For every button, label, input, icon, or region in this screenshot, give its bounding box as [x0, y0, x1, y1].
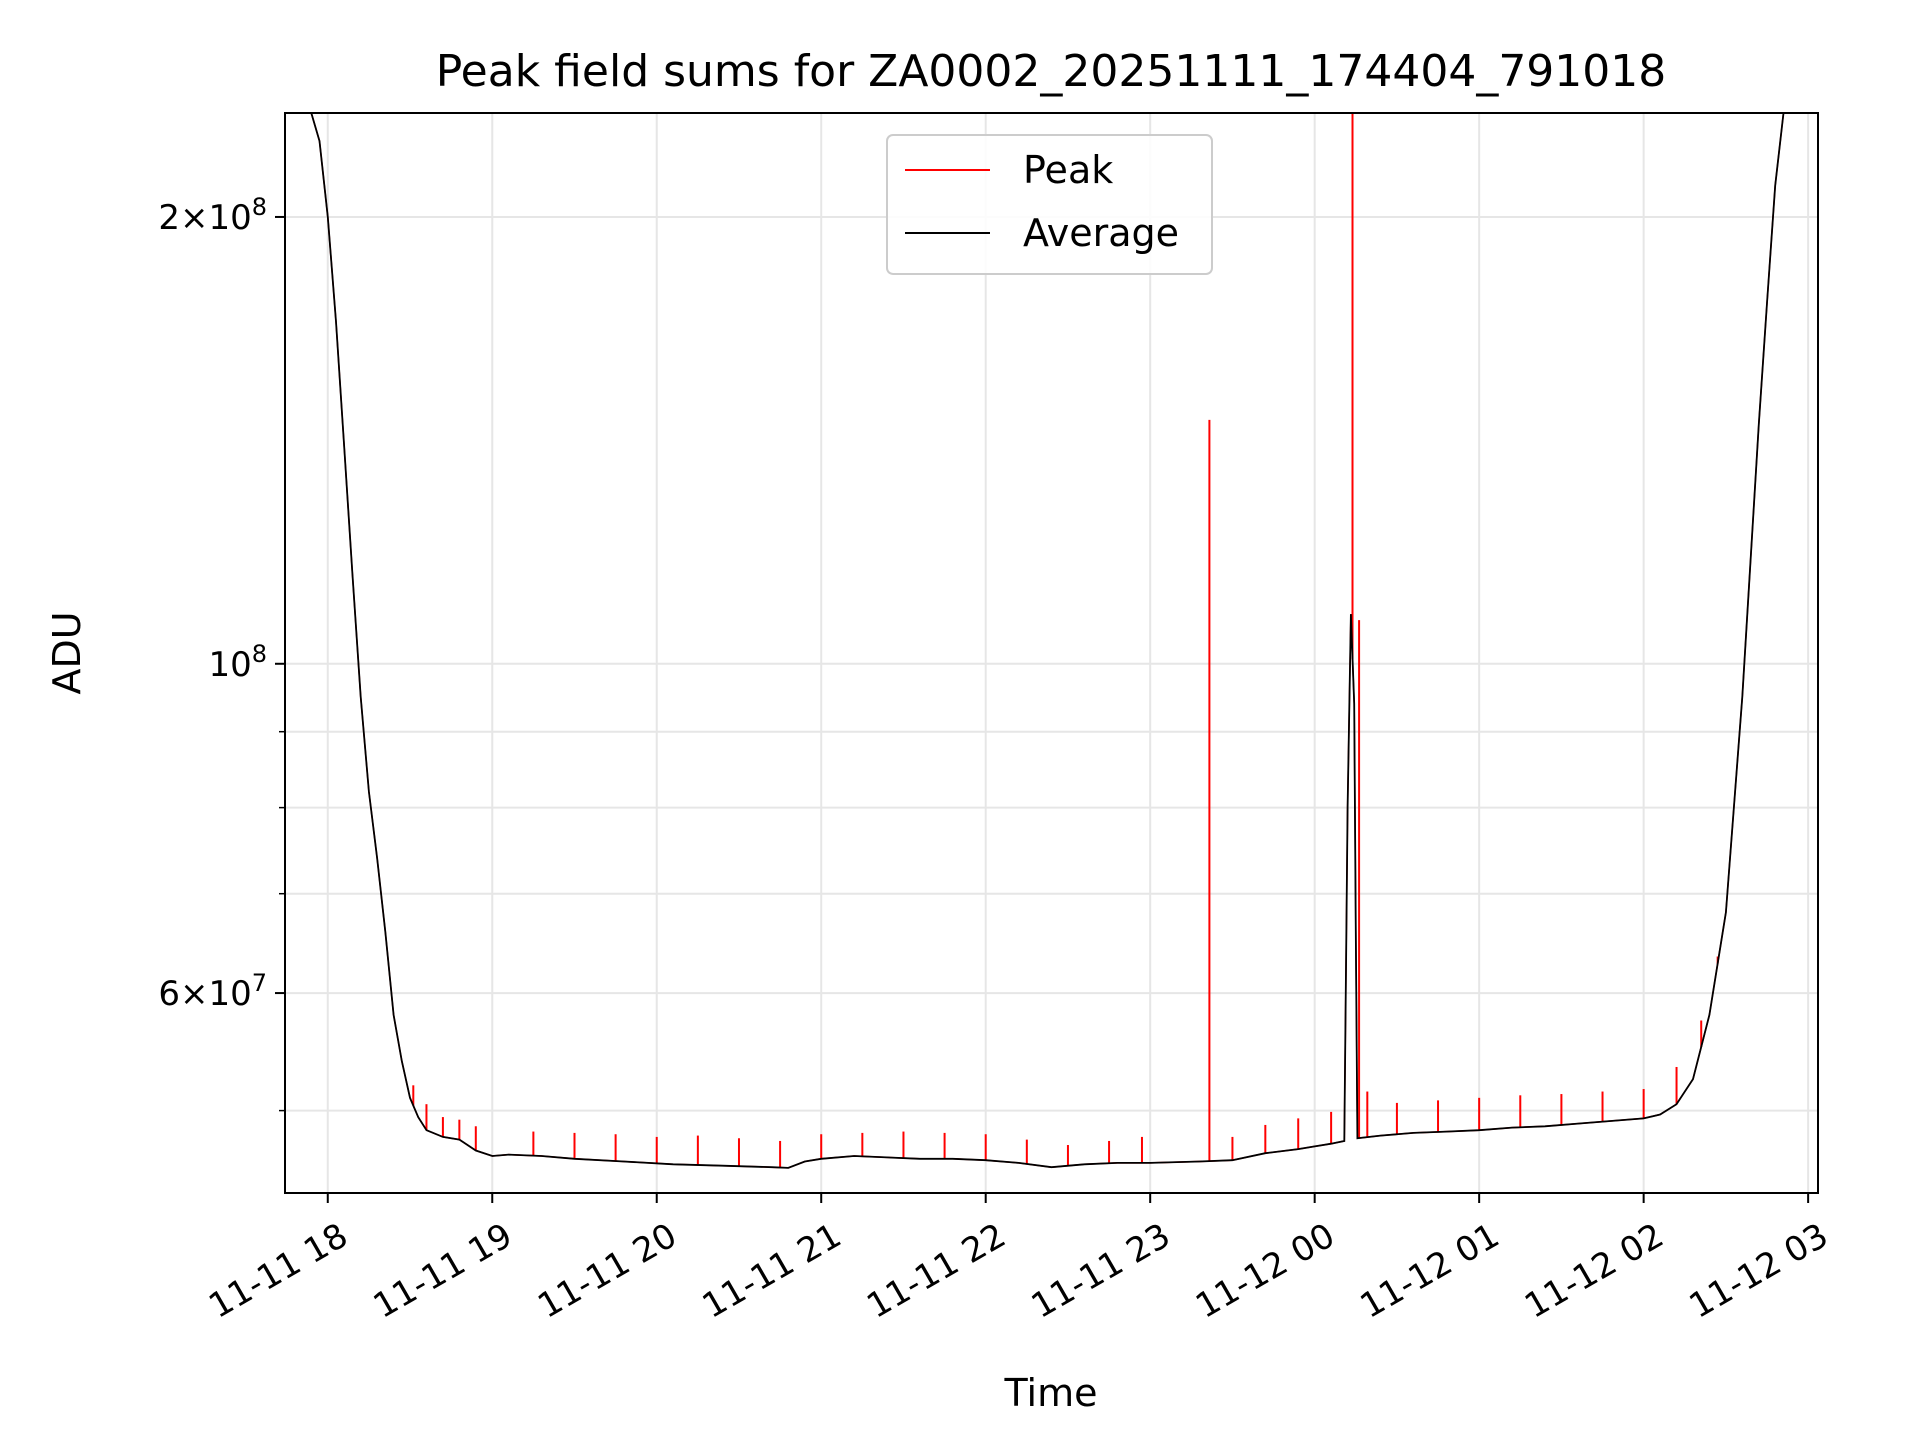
grid: [285, 113, 1818, 1193]
series-layer: [285, 113, 1818, 1169]
plot-frame: [284, 112, 1819, 1194]
legend: Peak Average: [886, 134, 1213, 275]
y-tick-times: ×: [180, 198, 209, 238]
y-tick-exponent: 8: [252, 640, 267, 668]
y-tick-times: ×: [180, 974, 209, 1014]
y-tick-exponent: 8: [252, 193, 267, 221]
y-tick-label: 2×108: [158, 193, 267, 238]
ticks: [275, 215, 1810, 1203]
y-tick-mantissa: 2: [158, 198, 180, 238]
y-tick-label: 108: [208, 640, 267, 685]
y-tick-exponent: 7: [252, 969, 267, 997]
y-tick-base: 10: [208, 645, 251, 685]
legend-label-peak: Peak: [1023, 148, 1113, 192]
y-axis-label: ADU: [45, 611, 89, 694]
y-tick-base: 10: [208, 198, 251, 238]
average-series-line: [285, 113, 1818, 1169]
legend-label-average: Average: [1023, 211, 1179, 255]
y-tick-label: 6×107: [158, 969, 267, 1014]
x-axis-label: Time: [1004, 1371, 1098, 1415]
chart-title: Peak field sums for ZA0002_20251111_1744…: [436, 46, 1667, 97]
y-tick-base: 10: [208, 974, 251, 1014]
y-tick-mantissa: 6: [158, 974, 180, 1014]
